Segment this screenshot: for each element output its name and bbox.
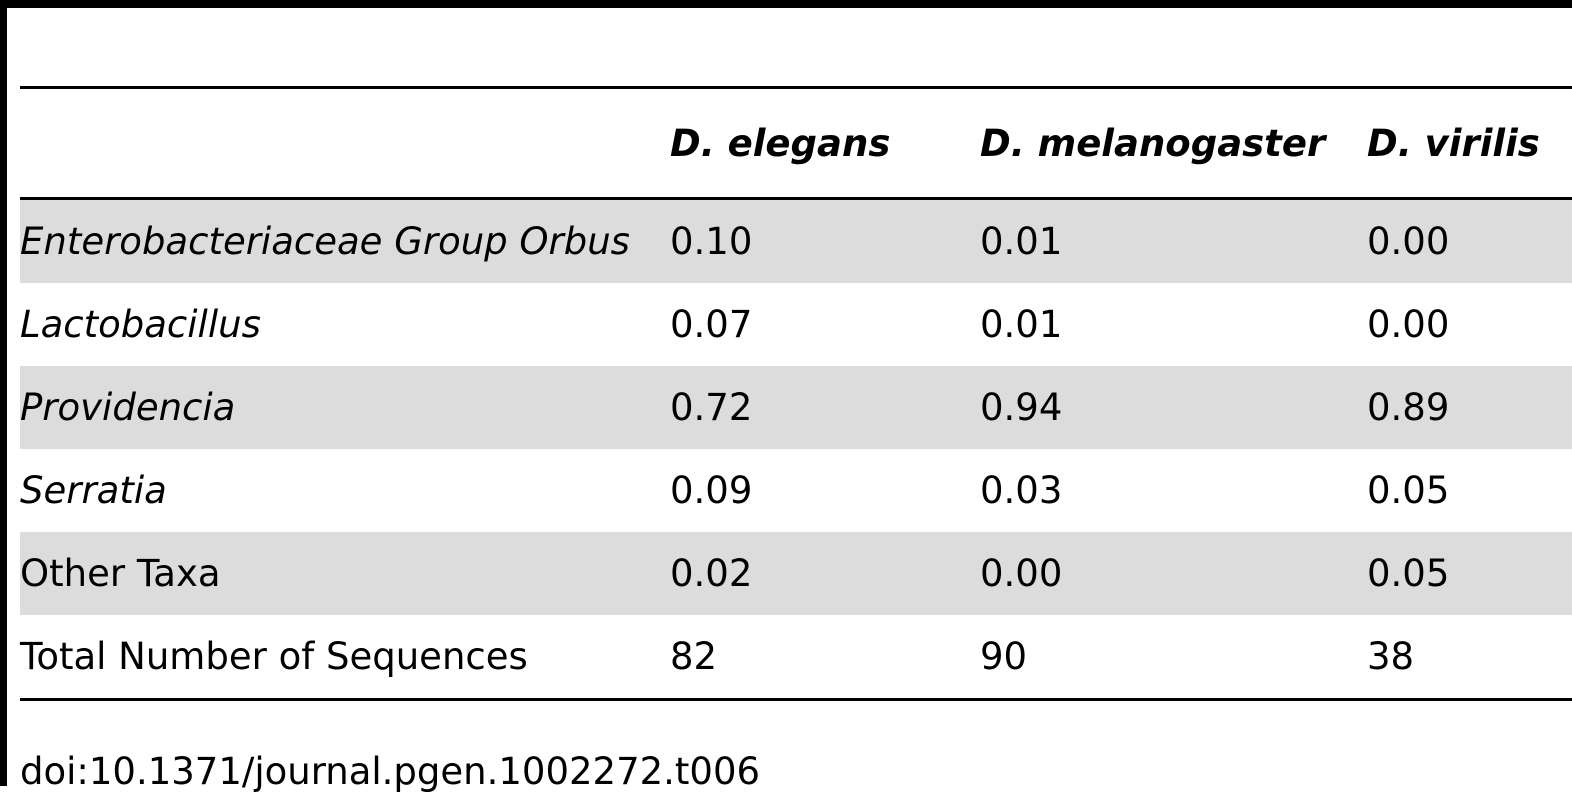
table-cell: 0.10 — [670, 198, 980, 283]
table-row: Serratia 0.09 0.03 0.05 — [20, 449, 1572, 532]
table-cell: 0.01 — [980, 198, 1367, 283]
header-cell-d-elegans: D. elegans — [670, 86, 980, 200]
row-label: Providencia — [20, 366, 670, 449]
header-row: D. elegans D. melanogaster D. virilis — [20, 86, 1572, 200]
table-cell: 0.05 — [1367, 469, 1450, 512]
table-cell: 0.01 — [980, 303, 1063, 346]
row-label: Lactobacillus — [20, 303, 261, 346]
table-cell: 0.72 — [670, 366, 980, 449]
table-cell: 0.94 — [980, 366, 1367, 449]
data-table: D. elegans D. melanogaster D. virilis En… — [20, 86, 1572, 701]
table-cell: 38 — [1367, 615, 1572, 701]
table-row: Lactobacillus 0.07 0.01 0.00 — [20, 283, 1572, 366]
doi-caption: doi:10.1371/journal.pgen.1002272.t006 — [20, 750, 761, 793]
table-cell: 0.03 — [980, 469, 1063, 512]
header-cell-d-virilis: D. virilis — [1367, 86, 1572, 200]
data-table-container: D. elegans D. melanogaster D. virilis En… — [20, 86, 1572, 701]
table-cell: 0.09 — [670, 469, 753, 512]
row-label: Other Taxa — [20, 532, 670, 615]
table-cell: 82 — [670, 615, 980, 701]
table-cell: 0.00 — [980, 532, 1367, 615]
table-cell: 0.00 — [1367, 198, 1572, 283]
row-label: Serratia — [20, 469, 167, 512]
table-cell: 0.05 — [1367, 532, 1572, 615]
table-row: Enterobacteriaceae Group Orbus 0.10 0.01… — [20, 198, 1572, 283]
header-cell-d-melanogaster: D. melanogaster — [980, 86, 1367, 200]
top-rule — [0, 0, 1572, 8]
table-cell: 0.00 — [1367, 303, 1450, 346]
row-label: Enterobacteriaceae Group Orbus — [20, 198, 670, 283]
table-cell: 0.07 — [670, 303, 753, 346]
table-row: Other Taxa 0.02 0.00 0.05 — [20, 532, 1572, 615]
table-row-total: Total Number of Sequences 82 90 38 — [20, 615, 1572, 701]
table-cell: 0.02 — [670, 532, 980, 615]
left-rule — [0, 0, 7, 786]
table-cell: 90 — [980, 615, 1367, 701]
table-cell: 0.89 — [1367, 366, 1572, 449]
header-cell-blank — [20, 86, 670, 200]
row-label: Total Number of Sequences — [20, 615, 670, 701]
table-row: Providencia 0.72 0.94 0.89 — [20, 366, 1572, 449]
